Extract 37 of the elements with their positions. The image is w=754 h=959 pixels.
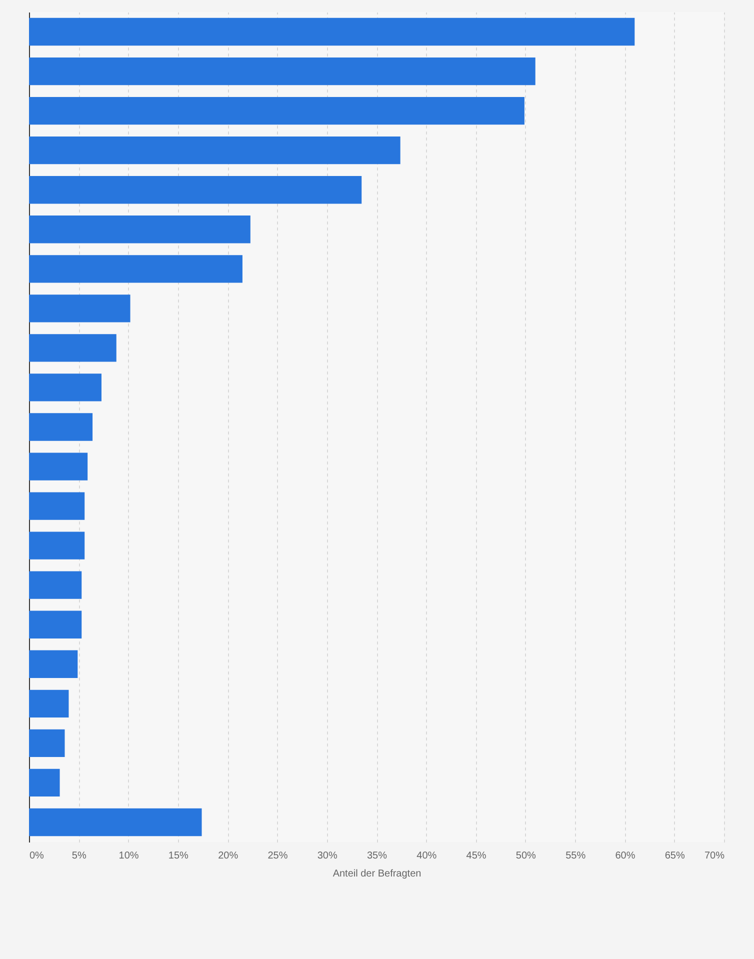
x-tick-label: 35%	[366, 850, 388, 862]
bar	[29, 532, 85, 560]
x-tick-label: 55%	[566, 850, 586, 862]
bar	[29, 610, 82, 638]
x-tick-label: 60%	[615, 850, 636, 862]
bar	[29, 571, 82, 599]
bar	[29, 768, 60, 797]
x-tick-label: 0%	[30, 850, 44, 862]
x-tick-label: 15%	[168, 850, 189, 862]
bar	[29, 136, 400, 164]
bar	[29, 18, 635, 46]
x-tick-label: 25%	[268, 850, 288, 862]
x-tick-label: 40%	[416, 850, 437, 862]
x-axis-title: Anteil der Befragten	[332, 868, 422, 880]
x-tick-label: 5%	[72, 850, 86, 862]
x-tick-label: 70%	[704, 850, 725, 862]
x-tick-label: 65%	[664, 850, 685, 862]
bar	[29, 650, 78, 678]
bar	[29, 729, 65, 758]
x-tick-label: 45%	[466, 850, 486, 862]
bar	[29, 808, 202, 836]
x-tick-label: 20%	[218, 850, 238, 862]
bar	[29, 57, 536, 86]
bar	[29, 413, 93, 441]
bar	[29, 255, 242, 283]
x-tick-label: 30%	[317, 850, 338, 862]
bar	[29, 216, 250, 244]
bar	[29, 690, 69, 718]
bar	[29, 492, 85, 520]
x-tick-label: 50%	[516, 850, 536, 862]
bar	[29, 452, 88, 480]
bar	[29, 176, 362, 204]
bar	[29, 96, 524, 125]
bar	[29, 294, 130, 322]
x-tick-label: 10%	[118, 850, 139, 862]
bar	[29, 374, 102, 402]
bar	[29, 334, 116, 362]
